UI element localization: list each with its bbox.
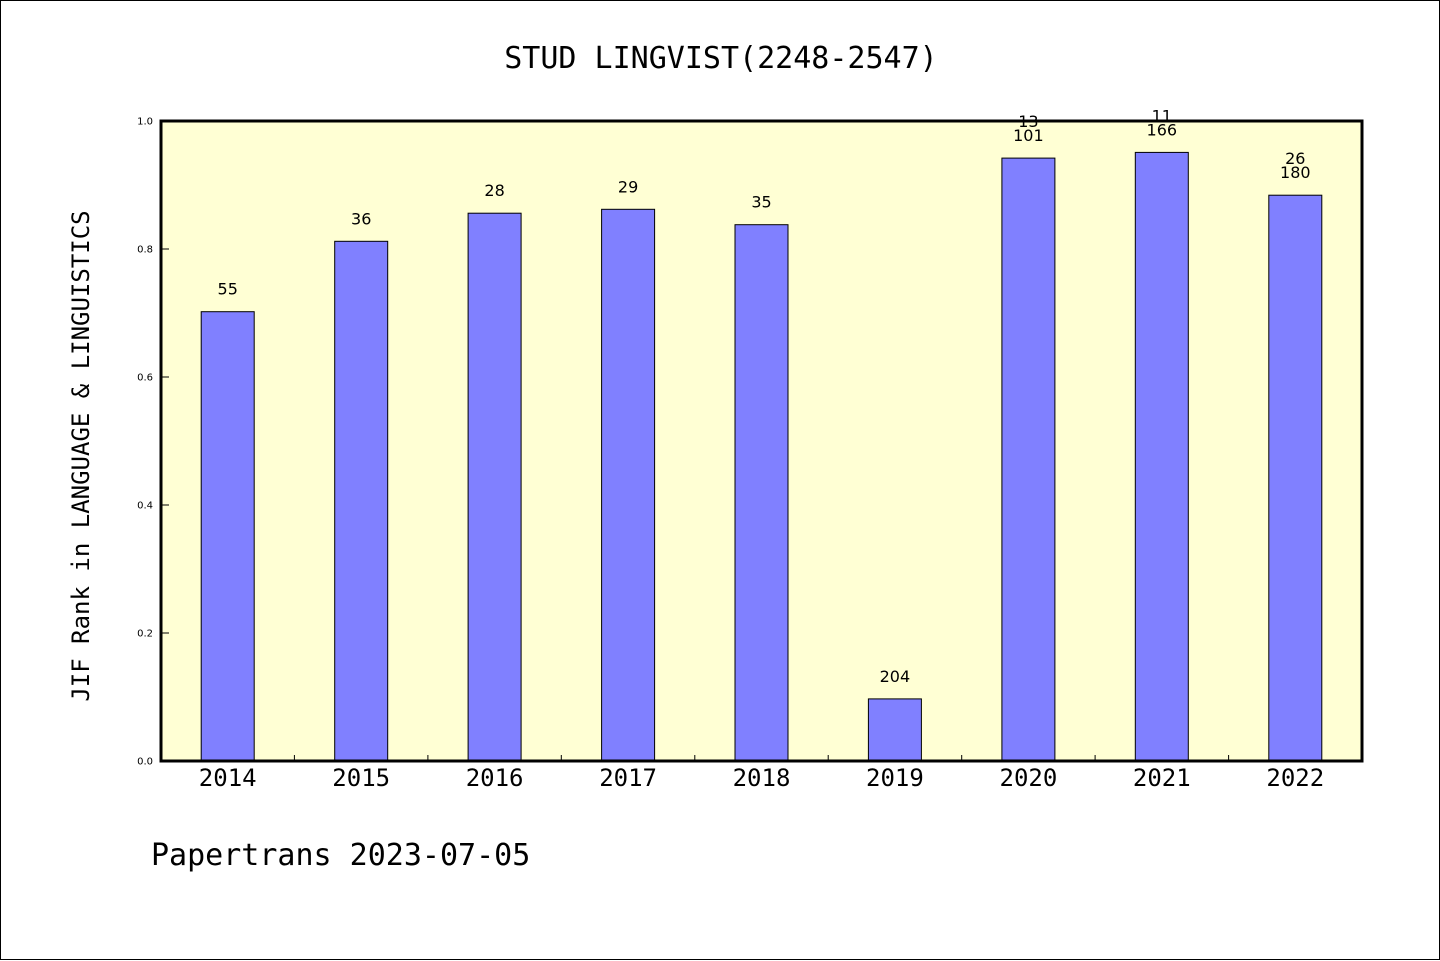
- data-label-2020: 101: [1013, 126, 1044, 145]
- y-tick-label: 0.6: [137, 373, 153, 384]
- chart-title: STUD LINGVIST(2248-2547): [504, 41, 937, 76]
- plot-border: [159, 119, 1364, 763]
- bar-2015: [334, 240, 389, 762]
- bar-2021: [1134, 151, 1189, 762]
- y-tick-label: 0.2: [137, 629, 153, 640]
- y-axis-label: JIF Rank in LANGUAGE & LINGUISTICS: [67, 210, 95, 701]
- y-tick-label: 1.0: [137, 117, 153, 128]
- data-label-2022: 26: [1285, 149, 1305, 168]
- data-label-2017: 29: [618, 177, 638, 196]
- x-tick-label: 2021: [1133, 764, 1191, 792]
- y-tick-label: 0.0: [137, 757, 153, 768]
- bar-2022: [1268, 194, 1323, 762]
- x-tick-label: 2018: [733, 764, 791, 792]
- x-axis: 2014 2015 2016 2017 2018 2019 2020 2021 2022: [199, 755, 1324, 792]
- y-tick-label: 0.4: [137, 501, 153, 512]
- x-tick-label: 2020: [1000, 764, 1058, 792]
- data-label-2015: 36: [351, 209, 371, 228]
- data-label-2021: 166: [1147, 120, 1178, 139]
- x-tick-label: 2016: [466, 764, 524, 792]
- bar-2017: [601, 208, 656, 762]
- bar-2016: [467, 212, 522, 762]
- bars-group: [200, 151, 1323, 762]
- x-tick-label: 2015: [332, 764, 390, 792]
- x-tick-label: 2022: [1266, 764, 1324, 792]
- data-label-2014: 55: [218, 280, 238, 299]
- bar-2019: [867, 698, 922, 762]
- footer-credit: Papertrans 2023-07-05: [151, 838, 530, 873]
- bar-2020: [1001, 157, 1056, 762]
- data-label-2018: 35: [751, 193, 771, 212]
- x-tick-label: 2017: [599, 764, 657, 792]
- bar-2018: [734, 224, 789, 762]
- data-label-2022: 180: [1280, 163, 1311, 182]
- x-tick-label: 2014: [199, 764, 257, 792]
- y-tick-label: 0.8: [137, 245, 153, 256]
- x-tick-label: 2019: [866, 764, 924, 792]
- data-label-2019: 204: [880, 667, 911, 686]
- bar-2014: [200, 311, 255, 762]
- data-label-2016: 28: [484, 181, 504, 200]
